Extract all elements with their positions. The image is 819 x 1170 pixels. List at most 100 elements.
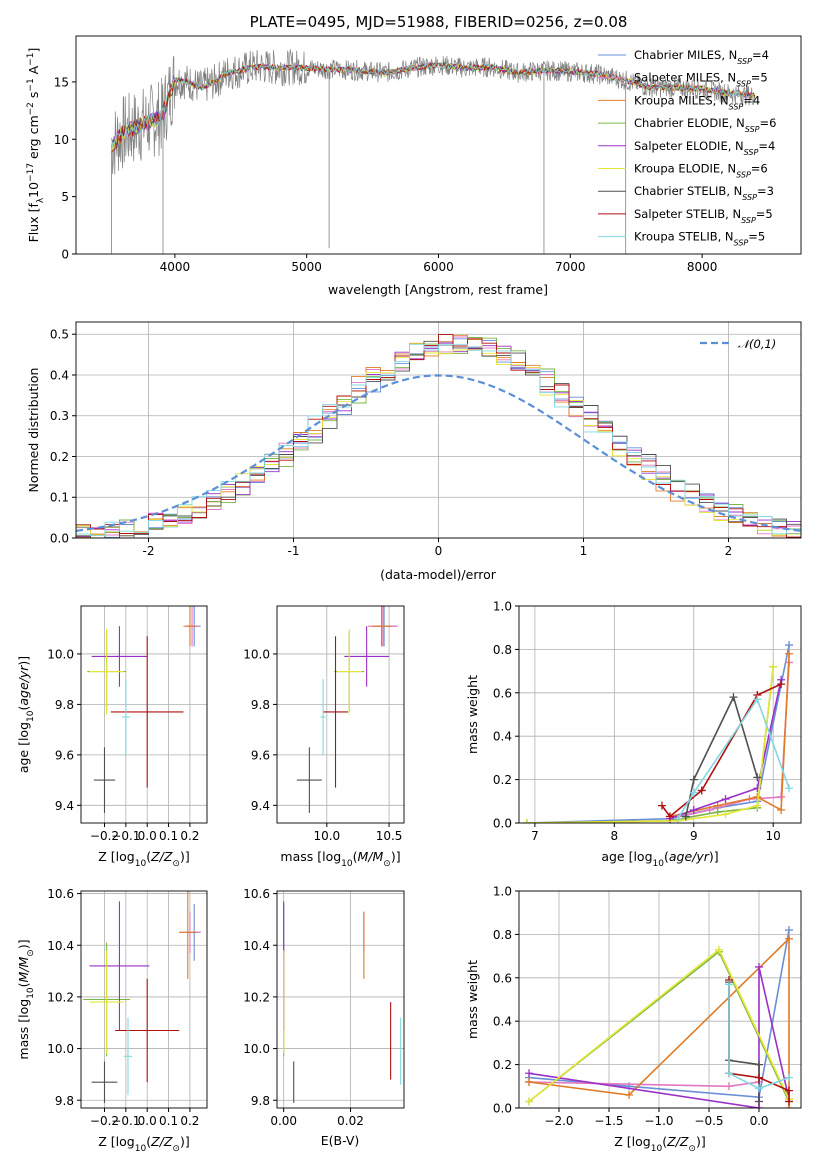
y-axis-label: Normed distribution xyxy=(26,368,41,493)
x-tick-label: 6000 xyxy=(423,260,454,274)
plot-area-weight_vs_age xyxy=(522,641,794,823)
y-tick-label: 9.4 xyxy=(251,799,270,813)
axes-spectrum: 4000 5000 6000 7000 8000 0 5 10 15 wavelength [An… xyxy=(26,35,802,297)
x-axis-label: Z [log10(Z/Z⊙)] xyxy=(98,849,189,869)
y-tick-label: 9.8 xyxy=(55,698,74,712)
legend-entry: Chabrier MILES, NSSP=4 xyxy=(634,48,769,66)
plot-area-residuals xyxy=(76,334,801,538)
axes-frame xyxy=(80,605,208,824)
y-tick-label: 0 xyxy=(61,248,69,262)
y-tick-label: 10.6 xyxy=(243,887,270,901)
y-tick-label: 10.0 xyxy=(47,647,74,661)
weight-marker xyxy=(785,641,794,650)
x-tick-label: 10.5 xyxy=(376,829,403,843)
weight-marker xyxy=(525,1077,533,1086)
y-tick-label: 10.2 xyxy=(243,990,270,1004)
x-tick-label: −0.5 xyxy=(694,1114,723,1128)
y-tick-label: 0.0 xyxy=(50,532,69,546)
x-tick-label: 8000 xyxy=(687,260,718,274)
weight-marker xyxy=(725,1082,733,1091)
weight-marker xyxy=(777,805,786,814)
x-tick-label: −1.5 xyxy=(594,1114,623,1128)
y-tick-label: 0.8 xyxy=(493,928,512,942)
legend-entry: Kroupa MILES, NSSP=4 xyxy=(634,93,760,111)
weight-marker xyxy=(777,680,786,689)
x-tick-label: −0.1 xyxy=(111,829,140,843)
weight-marker xyxy=(755,962,763,971)
weight-marker xyxy=(785,1073,793,1082)
x-tick-label: 9 xyxy=(690,829,698,843)
weight-marker xyxy=(715,945,723,954)
y-tick-label: 0.2 xyxy=(493,1058,512,1072)
x-axis-label: E(B-V) xyxy=(321,1133,360,1148)
weight-line xyxy=(528,966,790,1108)
y-tick-label: 0.4 xyxy=(493,730,512,744)
weight-marker xyxy=(753,801,762,810)
y-tick-label: 9.8 xyxy=(251,1094,270,1108)
weight-marker xyxy=(729,693,738,702)
y-axis-label: mass weight xyxy=(465,960,480,1039)
residual-histogram xyxy=(76,343,801,537)
x-tick-label: 0.2 xyxy=(180,1114,199,1128)
plot-area-spectrum xyxy=(111,49,756,254)
y-tick-label: 0.5 xyxy=(50,328,69,342)
x-tick-label: 1 xyxy=(580,544,588,558)
axes-frame xyxy=(518,890,802,1109)
y-tick-label: 0.4 xyxy=(493,1015,512,1029)
weight-marker xyxy=(785,926,793,935)
y-tick-label: 9.4 xyxy=(55,799,74,813)
weight-marker xyxy=(522,819,531,823)
axes-age_vs_Z: −0.2−0.10.0 0.1 0.2 9.4 9.6 9.8 10.0 Z [log10(Z… xyxy=(16,605,208,869)
weight-line xyxy=(528,936,790,1108)
axes-mass_vs_Z: −0.2−0.10.0 0.1 0.2 9.8 10.0 10.2 10.4 10.6 Z [l… xyxy=(16,887,208,1154)
y-tick-label: 9.6 xyxy=(251,748,270,762)
x-tick-label: 8 xyxy=(611,829,619,843)
y-tick-label: 1.0 xyxy=(493,600,512,614)
weight-marker xyxy=(681,812,690,821)
legend-entry: Salpeter ELODIE, NSSP=4 xyxy=(634,139,775,157)
x-tick-label: 4000 xyxy=(160,260,191,274)
legend-entry: Salpeter MILES, NSSP=5 xyxy=(634,71,768,89)
y-tick-label: 0.4 xyxy=(50,368,69,382)
y-tick-label: 0.0 xyxy=(493,817,512,831)
x-tick-label: −2.0 xyxy=(544,1114,573,1128)
x-tick-label: -1 xyxy=(288,544,300,558)
x-tick-label: 10 xyxy=(766,829,781,843)
x-tick-label: 2 xyxy=(725,544,733,558)
y-tick-label: 0.0 xyxy=(493,1102,512,1116)
weight-marker xyxy=(785,649,794,658)
legend-entry: Kroupa STELIB, NSSP=5 xyxy=(634,230,765,248)
plot-area-weight_vs_Z xyxy=(525,926,793,1108)
weight-marker xyxy=(665,812,674,821)
weight-marker xyxy=(785,1086,793,1095)
legend-entry: Salpeter STELIB, NSSP=5 xyxy=(634,207,773,225)
plot-area-age_vs_Z xyxy=(87,606,201,813)
weight-marker xyxy=(755,1084,763,1093)
weight-marker xyxy=(753,695,762,704)
axes-weight_vs_Z: −2.0 −1.5 −1.0 −0.5 0.0 0.0 0.2 0.4 0.6 0.8 1.0 Z [… xyxy=(465,885,802,1154)
axes-mass_vs_ebv: 0.00 0.02 9.8 10.0 10.2 10.4 10.6 xyxy=(243,887,405,1128)
y-tick-label: 0.6 xyxy=(493,686,512,700)
x-axis-label: Z [log10(Z/Z⊙)] xyxy=(98,1134,189,1154)
y-tick-label: 10.0 xyxy=(243,647,270,661)
weight-marker xyxy=(525,1069,533,1078)
y-tick-label: 15 xyxy=(54,75,69,89)
axes-frame xyxy=(276,605,405,824)
axes-frame xyxy=(80,890,208,1109)
weight-marker xyxy=(785,934,793,943)
weight-marker xyxy=(673,814,682,823)
x-tick-label: 0.2 xyxy=(180,829,199,843)
weight-marker xyxy=(625,1090,633,1099)
x-tick-label: 0 xyxy=(435,544,443,558)
y-axis-label: mass [log10(M/M⊙)] xyxy=(16,939,36,1059)
legend-entry: Kroupa ELODIE, NSSP=6 xyxy=(634,162,768,180)
weight-line xyxy=(528,929,790,1099)
weight-marker xyxy=(725,1069,733,1078)
y-axis-label: mass weight xyxy=(465,675,480,754)
y-tick-label: 0.6 xyxy=(493,971,512,985)
x-tick-label: 7000 xyxy=(555,260,586,274)
x-axis-label: Z [log10(Z/Z⊙)] xyxy=(614,1134,705,1154)
weight-marker xyxy=(769,662,778,671)
weight-marker xyxy=(689,805,698,814)
